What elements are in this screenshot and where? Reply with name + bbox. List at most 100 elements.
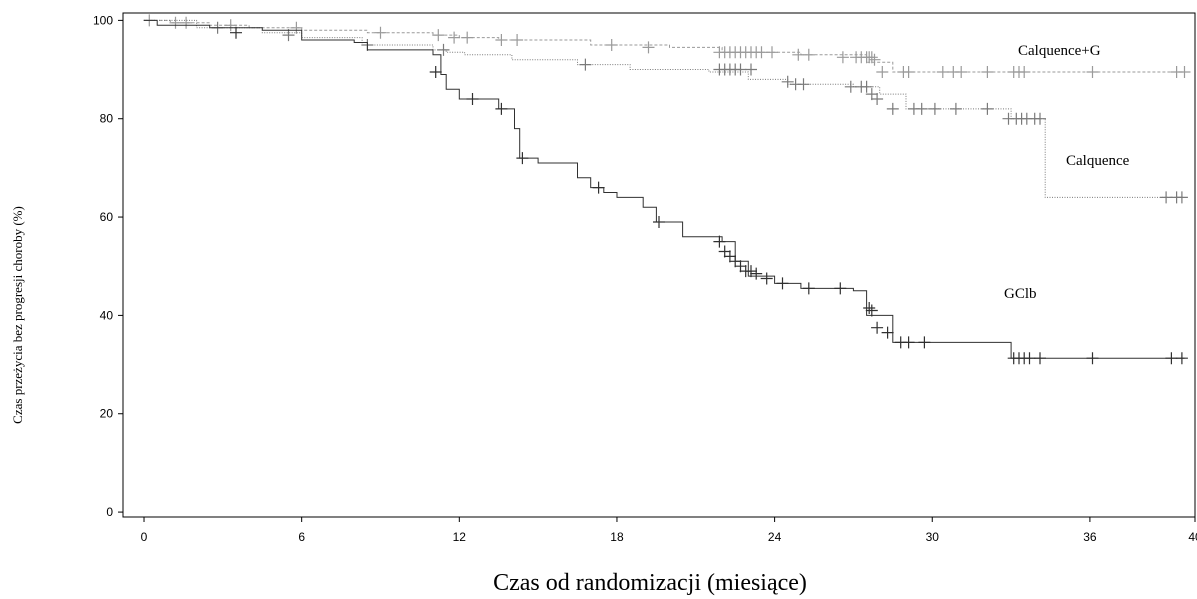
censor-mark: [495, 102, 508, 115]
censor-mark: [516, 152, 529, 165]
censor-mark: [448, 31, 461, 44]
x-tick-label: 36: [1083, 530, 1097, 544]
y-tick-label: 40: [100, 308, 114, 322]
censor-mark: [834, 282, 847, 295]
x-axis: 0 6 12 18 24 30 36 40: [141, 517, 1197, 544]
censor-mark: [718, 245, 731, 258]
censor-mark: [642, 41, 655, 54]
censor-mark: [915, 102, 928, 115]
x-tick-label: 18: [610, 530, 624, 544]
censor-mark: [949, 102, 962, 115]
y-axis-title: Czas przeżycia bez progresji choroby (%): [10, 206, 25, 424]
censor-mark: [461, 31, 474, 44]
censor-mark: [169, 16, 182, 29]
censor-mark: [868, 53, 881, 66]
censor-marks-calquence-g: [143, 14, 1191, 78]
censor-mark: [734, 63, 747, 76]
censor-mark: [802, 282, 815, 295]
censor-mark: [981, 66, 994, 78]
censor-mark: [865, 88, 878, 101]
censor-mark: [871, 93, 884, 105]
censor-mark: [230, 26, 242, 39]
censor-mark: [781, 75, 794, 88]
x-tick-label: 40: [1188, 530, 1197, 544]
y-tick-label: 0: [106, 505, 113, 519]
censor-mark: [1175, 352, 1188, 365]
series-line-calquence: [144, 19, 1185, 198]
y-tick-label: 80: [100, 112, 114, 126]
censor-mark: [755, 46, 768, 59]
censor-mark: [836, 51, 849, 64]
censor-mark: [224, 19, 237, 32]
censor-mark: [886, 102, 899, 115]
censor-mark: [745, 265, 757, 278]
x-tick-label: 0: [141, 530, 148, 544]
censor-mark: [1175, 191, 1188, 204]
censor-mark: [797, 78, 810, 91]
censor-mark: [1165, 352, 1178, 365]
censor-mark: [792, 48, 805, 61]
censor-mark: [1034, 352, 1046, 365]
censor-mark: [429, 66, 442, 78]
censor-mark: [653, 216, 665, 228]
x-tick-label: 6: [298, 530, 305, 544]
censor-mark: [282, 29, 295, 42]
censor-mark: [734, 260, 747, 273]
censor-mark: [955, 66, 968, 78]
x-tick-label: 12: [453, 530, 467, 544]
censor-mark: [750, 267, 763, 280]
series-label-calquence: Calquence: [1066, 153, 1130, 169]
censor-mark: [495, 34, 508, 46]
censor-mark: [871, 321, 884, 334]
censor-mark: [902, 336, 915, 349]
censor-mark: [1086, 66, 1099, 78]
y-tick-label: 100: [93, 13, 113, 27]
censor-mark: [1034, 112, 1046, 125]
censor-mark: [1086, 352, 1099, 365]
censor-mark: [760, 272, 773, 285]
censor-mark: [511, 34, 524, 46]
censor-mark: [579, 58, 592, 71]
censor-mark: [766, 46, 778, 59]
censor-mark: [180, 16, 193, 29]
censor-mark: [865, 304, 878, 317]
censor-mark: [592, 181, 605, 194]
series-layer: [143, 14, 1191, 365]
y-tick-label: 20: [100, 407, 114, 421]
censor-mark: [981, 102, 994, 115]
x-tick-label: 24: [768, 530, 782, 544]
censor-mark: [876, 66, 889, 78]
censor-mark: [860, 80, 873, 93]
censor-mark: [776, 277, 789, 290]
plot-frame: [122, 12, 1196, 518]
censor-mark: [863, 302, 876, 314]
censor-mark: [466, 93, 479, 105]
censor-mark: [437, 43, 450, 56]
censor-mark: [1178, 66, 1191, 78]
censor-marks-gclb: [230, 26, 1188, 365]
censor-mark: [936, 66, 949, 78]
censor-marks-calquence: [211, 21, 1188, 204]
censor-mark: [374, 26, 387, 39]
censor-mark: [1160, 191, 1173, 204]
series-line-gclb: [144, 19, 1185, 359]
censor-mark: [605, 39, 618, 51]
censor-mark: [432, 29, 445, 42]
y-tick-label: 60: [100, 210, 114, 224]
censor-mark: [729, 255, 742, 268]
censor-mark: [290, 21, 303, 34]
censor-mark: [745, 63, 757, 76]
censor-mark: [928, 102, 941, 115]
censor-mark: [1023, 352, 1036, 365]
censor-mark: [713, 235, 726, 248]
x-axis-title: Czas od randomizacji (miesiące): [493, 570, 807, 596]
series-label-calquence-g: Calquence+G: [1018, 43, 1101, 59]
series-label-gclb: GClb: [1004, 286, 1037, 302]
censor-mark: [918, 336, 931, 349]
censor-mark: [1018, 66, 1031, 78]
censor-mark: [844, 80, 857, 93]
censor-mark: [865, 51, 878, 64]
censor-mark: [723, 250, 736, 263]
y-axis: 0 20 40 60 80 100: [93, 13, 123, 519]
